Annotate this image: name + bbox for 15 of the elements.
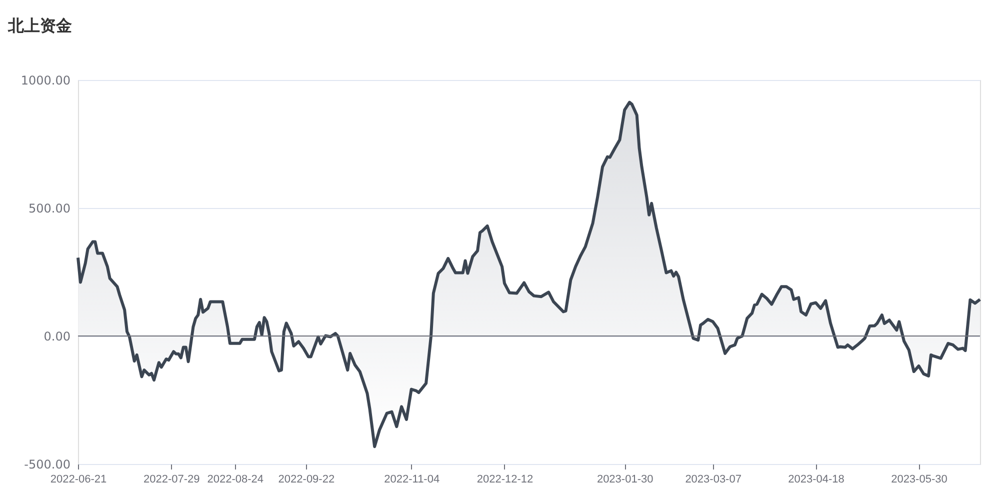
x-tick-label: 2023-04-18 bbox=[788, 474, 844, 486]
chart-title: 北上资金 bbox=[7, 16, 72, 35]
x-tick-label: 2022-08-24 bbox=[207, 474, 264, 486]
y-tick-label: 0.00 bbox=[44, 330, 70, 344]
x-tick-label: 2022-12-12 bbox=[476, 474, 534, 486]
y-tick-label: -500.00 bbox=[24, 458, 70, 472]
x-tick-label: 2022-11-04 bbox=[384, 474, 440, 486]
x-tick-label: 2022-07-29 bbox=[144, 474, 200, 486]
y-tick-label: 1000.00 bbox=[20, 74, 70, 88]
x-tick-label: 2022-09-22 bbox=[278, 474, 335, 486]
y-tick-label: 500.00 bbox=[28, 202, 70, 216]
x-tick-label: 2023-01-30 bbox=[596, 474, 654, 486]
x-tick-label: 2023-05-30 bbox=[891, 474, 948, 486]
x-tick-label: 2022-06-21 bbox=[50, 474, 107, 486]
x-tick-label: 2023-03-07 bbox=[685, 474, 742, 486]
